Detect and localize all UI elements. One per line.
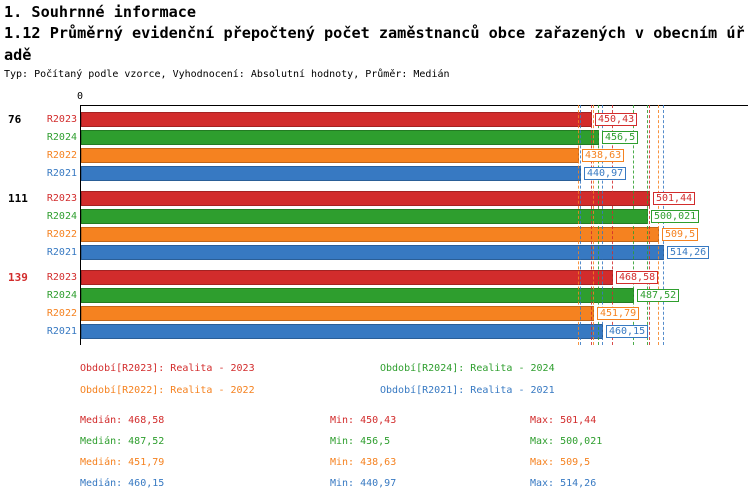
stat-min: Min: 456,5	[330, 436, 391, 447]
bar-series-label: R2023	[46, 114, 77, 125]
bar-value-label: 450,43	[595, 113, 638, 126]
bar	[81, 148, 579, 163]
y-axis-line	[80, 105, 81, 345]
bar-series-label: R2021	[46, 326, 77, 337]
bar	[81, 306, 594, 321]
bar	[81, 245, 664, 260]
stat-median: Medián: 468,58	[80, 415, 165, 426]
stat-line-min	[580, 105, 581, 345]
bar-chart: 0 76 R2023 450,43 R2024 456,5 R2022 438,63 R202…	[0, 91, 750, 355]
bar-value-label: 460,15	[606, 325, 649, 338]
bar-series-label: R2022	[46, 150, 77, 161]
group-id-label: 76	[8, 113, 22, 126]
bar-value-label: 440,97	[584, 167, 627, 180]
chart-meta: Typ: Počítaný podle vzorce, Vyhodnocení:…	[4, 69, 450, 80]
bar	[81, 227, 659, 242]
section-title: 1. Souhrnné informace	[4, 3, 197, 21]
bar-series-label: R2024	[46, 132, 77, 143]
bar	[81, 209, 648, 224]
stat-median: Medián: 487,52	[80, 436, 165, 447]
bar	[81, 130, 599, 145]
stat-min: Min: 438,63	[330, 457, 397, 468]
bar-value-label: 514,26	[667, 246, 710, 259]
group-id-label: 111	[8, 192, 28, 205]
bar-value-label: 468,58	[616, 271, 659, 284]
stat-line-max	[663, 105, 664, 345]
x-axis-line	[80, 105, 748, 106]
stat-median: Medián: 460,15	[80, 478, 165, 489]
bar-value-label: 438,63	[582, 149, 625, 162]
bar-value-label: 500,021	[651, 210, 700, 223]
stat-max: Max: 500,021	[530, 436, 603, 447]
bar-series-label: R2024	[46, 211, 77, 222]
stat-max: Max: 501,44	[530, 415, 597, 426]
bar-series-label: R2021	[46, 168, 77, 179]
legend-item: Období[R2024]: Realita - 2024	[380, 363, 555, 374]
bar-series-label: R2023	[46, 193, 77, 204]
bar-value-label: 451,79	[597, 307, 640, 320]
bar	[81, 288, 634, 303]
bar	[81, 191, 650, 206]
legend-item: Období[R2022]: Realita - 2022	[80, 385, 255, 396]
stats-panel: Medián: 468,58 Min: 450,43 Max: 501,44 Medi…	[0, 415, 750, 498]
stat-min: Min: 450,43	[330, 415, 397, 426]
legend: Období[R2023]: Realita - 2023 Období[R202…	[0, 363, 750, 409]
bar-value-label: 501,44	[653, 192, 696, 205]
bar-series-label: R2022	[46, 308, 77, 319]
bar-value-label: 456,5	[602, 131, 639, 144]
stat-line-min	[598, 105, 599, 345]
bar-series-label: R2021	[46, 247, 77, 258]
bar-series-label: R2023	[46, 272, 77, 283]
bar	[81, 270, 613, 285]
legend-item: Období[R2021]: Realita - 2021	[380, 385, 555, 396]
stat-line-median	[593, 105, 594, 345]
stat-line-max	[647, 105, 648, 345]
stat-max: Max: 509,5	[530, 457, 591, 468]
indicator-title: 1.12 Průměrný evidenční přepočtený počet…	[4, 24, 745, 64]
stat-median: Medián: 451,79	[80, 457, 165, 468]
stat-min: Min: 440,97	[330, 478, 397, 489]
bar-series-label: R2022	[46, 229, 77, 240]
bar-series-label: R2024	[46, 290, 77, 301]
bar	[81, 112, 592, 127]
stat-line-min	[591, 105, 592, 345]
bar	[81, 166, 581, 181]
stat-line-median	[612, 105, 613, 345]
bar-value-label: 509,5	[662, 228, 699, 241]
stat-line-min	[578, 105, 579, 345]
group-id-label: 139	[8, 271, 28, 284]
stat-line-max	[658, 105, 659, 345]
stat-line-max	[649, 105, 650, 345]
stat-max: Max: 514,26	[530, 478, 597, 489]
axis-zero-label: 0	[76, 91, 84, 102]
bar	[81, 324, 603, 339]
stat-line-median	[633, 105, 634, 345]
bar-value-label: 487,52	[637, 289, 680, 302]
stat-line-median	[602, 105, 603, 345]
legend-item: Období[R2023]: Realita - 2023	[80, 363, 255, 374]
